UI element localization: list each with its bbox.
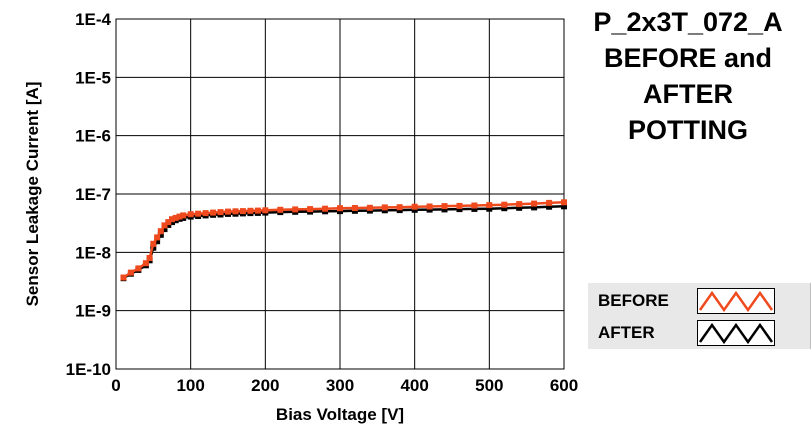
data-point-before <box>195 210 202 217</box>
data-point-before <box>165 219 172 226</box>
x-tick-label: 200 <box>251 376 279 395</box>
data-point-before <box>239 208 246 215</box>
y-tick-label: 1E-9 <box>75 302 111 321</box>
y-tick-label: 1E-10 <box>66 360 111 379</box>
data-point-before <box>225 208 231 215</box>
y-axis-title: Sensor Leakage Current [A] <box>23 82 42 307</box>
legend-swatch-before <box>697 288 775 314</box>
data-point-before <box>501 201 508 208</box>
series-layer <box>120 199 567 282</box>
legend-label-after: AFTER <box>598 323 655 342</box>
data-point-after <box>441 206 448 213</box>
data-point-before <box>471 202 478 209</box>
x-tick-label: 600 <box>550 376 578 395</box>
x-tick-label: 400 <box>400 376 428 395</box>
data-point-before <box>247 207 254 214</box>
data-point-before <box>232 208 239 215</box>
legend-swatch-line-before <box>698 290 774 313</box>
axis-ticks: 0 100 200 300 400 500 600 1E-10 1E-9 1E-8 1E-7 1E-6… <box>66 10 579 395</box>
data-point-before <box>172 214 179 221</box>
x-axis-title: Bias Voltage [V] <box>276 405 404 424</box>
data-point-before <box>546 199 553 206</box>
grid <box>116 19 564 369</box>
data-point-before <box>169 216 175 223</box>
data-point-before <box>411 203 418 210</box>
data-point-after <box>516 204 523 211</box>
data-point-before <box>176 213 183 220</box>
data-point-after <box>531 204 538 211</box>
legend-item-before: BEFORE <box>588 286 810 316</box>
legend-swatch-after <box>697 320 775 346</box>
data-point-before <box>396 204 403 211</box>
data-point-before <box>322 205 329 212</box>
data-point-before <box>486 202 493 209</box>
data-point-before <box>154 234 161 241</box>
data-point-after <box>471 205 478 212</box>
data-point-before <box>516 201 523 208</box>
data-point-before <box>120 274 127 281</box>
y-tick-label: 1E-8 <box>75 243 111 262</box>
data-point-after <box>157 231 164 238</box>
data-point-after <box>456 206 463 213</box>
data-point-after <box>154 238 161 245</box>
data-point-before <box>366 204 373 211</box>
data-point-before <box>277 206 284 213</box>
data-point-after <box>546 203 553 210</box>
data-point-before <box>142 260 149 267</box>
data-point-after <box>561 203 567 210</box>
chart-title: P_2x3T_072_A BEFORE and AFTER POTTING <box>566 4 810 148</box>
x-tick-label: 500 <box>475 376 503 395</box>
data-point-before <box>127 269 134 276</box>
data-point-before <box>187 211 194 218</box>
data-point-before <box>161 222 168 229</box>
data-point-before <box>202 210 209 217</box>
y-tick-label: 1E-6 <box>75 127 111 146</box>
y-tick-label: 1E-5 <box>75 68 111 87</box>
title-line-1: P_2x3T_072_A <box>593 7 783 37</box>
legend-item-after: AFTER <box>588 318 810 348</box>
data-point-before <box>456 202 463 209</box>
data-point-before <box>210 209 217 216</box>
x-tick-label: 300 <box>326 376 354 395</box>
title-line-2: BEFORE and <box>603 43 772 73</box>
data-point-after <box>411 206 418 213</box>
x-tick-label: 0 <box>111 376 120 395</box>
data-point-before <box>262 207 269 214</box>
data-point-after <box>486 205 493 212</box>
data-point-before <box>307 206 314 213</box>
data-point-before <box>561 199 567 206</box>
data-point-before <box>351 205 358 211</box>
data-point-after <box>426 206 433 213</box>
data-point-before <box>381 204 388 211</box>
data-point-after <box>501 205 508 212</box>
data-point-before <box>146 255 153 261</box>
legend-swatch-line-after <box>698 322 774 345</box>
legend-label-before: BEFORE <box>598 291 669 310</box>
data-point-before <box>157 228 164 235</box>
data-point-before <box>150 240 157 247</box>
data-point-before <box>426 203 433 210</box>
series-before <box>120 199 567 281</box>
data-point-before <box>292 206 299 213</box>
data-point-after <box>161 226 168 233</box>
data-point-before <box>441 203 448 210</box>
data-point-before <box>135 265 142 272</box>
title-line-4: POTTING <box>628 115 748 145</box>
x-tick-label: 100 <box>176 376 204 395</box>
data-point-before <box>337 205 343 212</box>
y-tick-label: 1E-7 <box>75 185 111 204</box>
legend: BEFORE AFTER <box>588 283 811 349</box>
data-point-before <box>531 200 538 207</box>
data-point-before <box>180 212 187 219</box>
data-point-before <box>254 207 261 214</box>
title-line-3: AFTER <box>643 79 733 109</box>
y-tick-label: 1E-4 <box>75 10 111 29</box>
data-point-before <box>217 209 224 216</box>
